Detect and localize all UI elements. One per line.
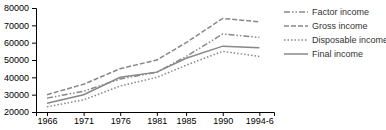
x-tick-mark (223, 112, 224, 116)
legend-label: Gross income (312, 21, 368, 31)
legend-label: Disposable income (312, 35, 386, 45)
y-tick: 30000 (4, 90, 36, 100)
y-tick-mark (32, 60, 36, 61)
y-tick-label: 30000 (4, 90, 29, 100)
chart: 1966 1971 1976 1981 1985 1990 1994-6 20000 30000… (0, 0, 386, 130)
legend-item: Disposable income (284, 35, 386, 45)
legend-item: Factor income (284, 7, 369, 17)
x-tick-label: 1994-6 (246, 116, 274, 126)
legend-item: Final income (284, 49, 363, 59)
y-tick: 50000 (4, 55, 36, 65)
y-tick-mark (32, 112, 36, 113)
y-tick-mark (32, 8, 36, 9)
legend: Factor income Gross income Disposable inco… (284, 7, 386, 59)
y-tick: 80000 (4, 3, 36, 13)
x-tick-mark (259, 112, 260, 116)
y-tick-label: 20000 (4, 107, 29, 117)
x-tick: 1971 (74, 112, 94, 126)
y-tick-label: 80000 (4, 3, 29, 13)
series-line (47, 46, 259, 103)
legend-swatch (284, 39, 308, 41)
legend-label: Final income (312, 49, 363, 59)
plot: 1966 1971 1976 1981 1985 1990 1994-6 20000 30000… (4, 3, 275, 126)
series-line (47, 18, 259, 94)
x-tick-label: 1966 (37, 116, 57, 126)
x-tick-label: 1981 (147, 116, 167, 126)
y-tick: 40000 (4, 73, 36, 83)
x-tick-label: 1976 (111, 116, 131, 126)
y-tick: 60000 (4, 38, 36, 48)
y-tick: 70000 (4, 21, 36, 31)
x-tick-mark (186, 112, 187, 116)
y-tick-label: 70000 (4, 21, 29, 31)
y-tick-mark (32, 25, 36, 26)
x-tick: 1976 (111, 112, 131, 126)
legend-item: Gross income (284, 21, 368, 31)
x-axis: 1966 1971 1976 1981 1985 1990 1994-6 (37, 112, 275, 126)
x-tick-mark (157, 112, 158, 116)
x-tick-label: 1971 (74, 116, 94, 126)
y-tick-label: 50000 (4, 55, 29, 65)
y-axis-line (32, 9, 37, 113)
x-tick: 1981 (147, 112, 167, 126)
y-tick-mark (32, 43, 36, 44)
y-tick-mark (32, 77, 36, 78)
x-tick: 1994-6 (246, 112, 274, 126)
x-tick-mark (120, 112, 121, 116)
lines (47, 18, 259, 106)
x-tick: 1985 (177, 112, 197, 126)
x-tick-label: 1985 (177, 116, 197, 126)
y-axis: 20000 30000 40000 50000 60000 70000 80000 (4, 3, 37, 117)
x-tick-mark (47, 112, 48, 116)
y-tick-label: 60000 (4, 38, 29, 48)
y-tick-mark (32, 95, 36, 96)
x-tick: 1990 (213, 112, 233, 126)
x-tick: 1966 (37, 112, 57, 126)
legend-swatch (284, 53, 308, 55)
y-tick-label: 40000 (4, 73, 29, 83)
y-tick: 20000 (4, 107, 36, 117)
legend-swatch (284, 25, 308, 27)
series-line (47, 34, 259, 98)
x-tick-mark (84, 112, 85, 116)
legend-swatch (284, 11, 308, 13)
x-tick-label: 1990 (213, 116, 233, 126)
series-line (47, 51, 259, 106)
legend-label: Factor income (312, 7, 369, 17)
